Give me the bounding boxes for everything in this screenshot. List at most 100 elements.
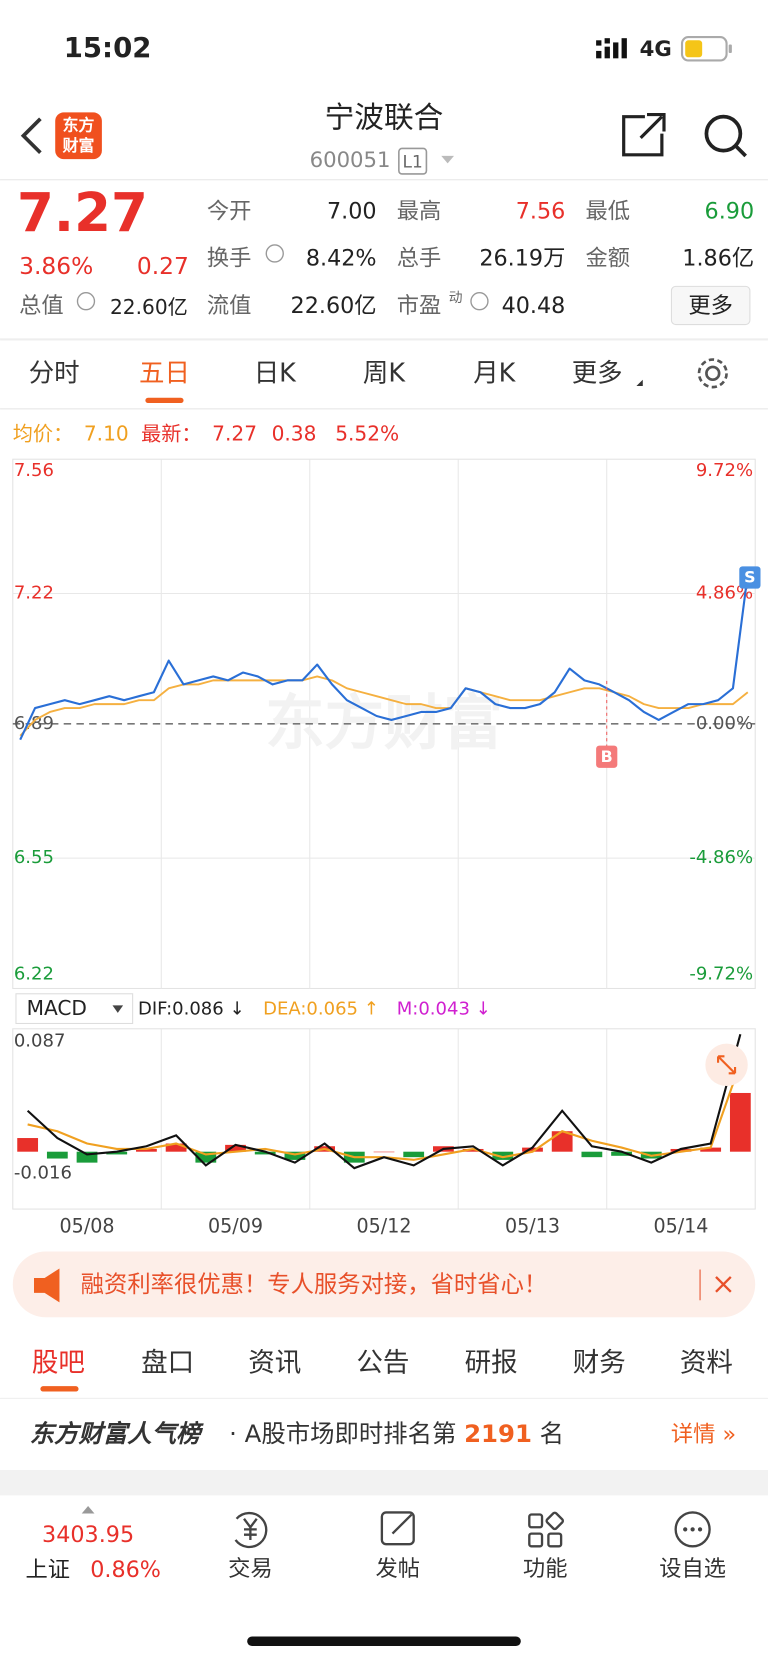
x-tick-label: 05/13 [505,1215,560,1238]
post-icon[interactable] [380,1511,415,1546]
section-tab[interactable]: 股吧 [32,1347,85,1378]
stat-label: 换手 [207,245,252,271]
period-tab[interactable]: 更多 [572,358,623,388]
indicator-selector[interactable] [15,993,134,1024]
back-button[interactable] [20,117,42,155]
change-amount: 0.27 [137,252,189,280]
stat-value: 8.42% [306,245,377,271]
nav-label[interactable]: 设自选 [659,1556,726,1582]
stat-sup: 动 [449,290,463,306]
buy-marker [596,745,618,768]
y-tick-label: 7.22 [14,583,54,604]
banner-text: 融资利率很优惠！专人服务对接，省时省心！ [81,1270,548,1298]
search-button[interactable] [704,114,747,158]
info-icon[interactable] [265,244,284,263]
y2-tick-label: 4.86% [696,583,753,604]
trade-icon[interactable] [234,1511,268,1549]
more-label: 更多 [688,293,733,319]
stat-label: 今开 [207,199,252,225]
network-type: 4G [640,37,672,62]
macd-bar [17,1138,39,1152]
rank-suffix: 名 [540,1419,564,1448]
info-icon[interactable] [76,292,96,311]
macd-bar [492,1151,514,1160]
y2-tick-label: 9.72% [696,460,753,481]
section-tabs: 股吧 盘口 资讯 公告 研报 财务 资料 [32,1347,733,1392]
info-icon[interactable] [470,292,489,311]
y-tick-label: 6.22 [14,964,54,985]
section-tab[interactable]: 研报 [465,1347,518,1378]
macd-bar [670,1148,692,1152]
battery-icon [680,36,732,62]
macd-bar [225,1144,246,1152]
macd-bar [284,1151,306,1160]
stat-label: 总值 [19,293,64,319]
price-line [19,573,749,741]
macd-bar [462,1148,484,1152]
stat-value: 22.60亿 [291,293,377,319]
close-button[interactable] [715,1276,732,1293]
stat-label: 金额 [586,245,631,271]
watchlist-icon[interactable] [674,1511,711,1548]
period-tab[interactable]: 月K [473,358,516,388]
y-tick-label: 6.89 [14,713,54,734]
macd-bar [76,1151,98,1163]
macd-bar [522,1147,543,1152]
stat-value: 26.19万 [479,245,565,271]
index-name: 上证 [26,1557,71,1583]
section-tab[interactable]: 资讯 [248,1347,301,1378]
y2-tick-label: 0.00% [696,713,753,734]
y-tick-label: 7.56 [14,460,54,481]
period-tab[interactable]: 分时 [29,358,80,388]
period-tab[interactable]: 周K [363,358,406,388]
section-tab[interactable]: 资料 [680,1347,733,1378]
index-value[interactable]: 3403.95 [42,1522,134,1548]
app-logo [55,112,102,160]
promo-banner[interactable] [12,1251,756,1318]
average-line [19,675,749,737]
dea-label: DEA:0.065 ↑ [263,999,379,1020]
stat-value: 6.90 [705,199,755,225]
macd-bar [254,1151,276,1155]
period-tab[interactable]: 五日 [139,358,190,388]
macd-frame [12,1028,756,1210]
dropdown-icon[interactable] [441,155,454,164]
nav-label[interactable]: 交易 [228,1556,273,1582]
index-change: 0.86% [90,1557,161,1583]
legend-label: 最新： [141,421,201,445]
settings-button[interactable] [697,358,728,389]
expand-icon [717,1055,737,1075]
section-tab[interactable]: 公告 [356,1347,409,1378]
more-button[interactable] [670,285,751,326]
y-tick-label: 6.55 [14,847,54,868]
x-tick-label: 05/12 [357,1215,412,1238]
rank-detail[interactable]: 详情 » [671,1421,736,1447]
m-label: M:0.043 ↓ [397,999,491,1020]
macd-bar [581,1151,603,1158]
macd-bar [195,1151,217,1163]
y2-tick-label: -4.86% [689,847,753,868]
selector-arrow [112,1005,124,1013]
indicator-name: MACD [27,996,87,1020]
x-tick-label: 05/14 [653,1215,708,1238]
period-tab[interactable]: 日K [254,358,297,388]
legend-value: 7.27 [212,421,257,445]
nav-label[interactable]: 功能 [523,1556,568,1582]
buy-text: B [601,747,613,766]
section-tab[interactable]: 财务 [573,1347,626,1378]
macd-bar [373,1151,395,1153]
last-price: 7.27 [17,182,148,244]
macd-bar [611,1151,632,1156]
stat-label: 最高 [397,199,442,225]
stat-label: 流值 [207,293,252,319]
rank-brand: 东方财富人气榜 [30,1419,204,1448]
section-tab[interactable]: 盘口 [141,1347,194,1378]
macd-bar [403,1151,425,1158]
share-button[interactable] [622,112,666,157]
logo-text: 财富 [63,136,95,155]
rank-text: · A股市场即时排名第 [229,1419,456,1448]
nav-label[interactable]: 发帖 [376,1556,421,1582]
macd-bar [700,1147,722,1152]
macd-bar [165,1143,187,1152]
function-icon[interactable] [528,1511,565,1548]
